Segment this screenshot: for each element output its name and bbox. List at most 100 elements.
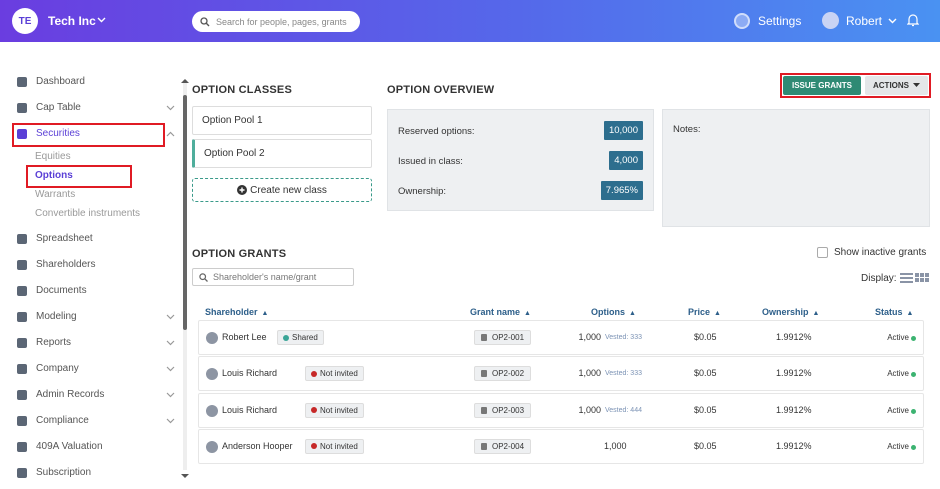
nav-item[interactable]: Subscription: [36, 467, 92, 478]
nav-subitem[interactable]: Warrants: [35, 189, 76, 200]
nav-item[interactable]: Company: [36, 363, 79, 374]
expand-chevron[interactable]: [166, 392, 175, 398]
settings-link[interactable]: Settings: [758, 14, 802, 28]
vested: Vested: 333: [605, 370, 642, 378]
company-chevron[interactable]: [97, 17, 106, 23]
option-class[interactable]: Option Pool 2: [192, 139, 372, 168]
user-avatar[interactable]: [822, 12, 839, 29]
shareholder-name: Louis Richard: [222, 368, 278, 379]
scrollbar-thumb[interactable]: [183, 95, 187, 330]
badge-label: Shared: [292, 333, 318, 342]
column-header[interactable]: Status ▲: [875, 307, 913, 317]
column-header[interactable]: Price ▲: [688, 307, 721, 317]
user-chevron[interactable]: [888, 18, 897, 24]
grant-icon: [481, 334, 487, 341]
sort-icon: ▲: [629, 310, 636, 317]
logo[interactable]: TE: [12, 8, 38, 34]
scroll-up[interactable]: [180, 78, 190, 84]
nav-subitem[interactable]: Equities: [35, 151, 71, 162]
search-placeholder: Search for people, pages, grants: [216, 16, 347, 27]
badge-dot: [311, 370, 317, 377]
grant-row[interactable]: Anderson Hooper Not invited OP2-004 1,000 $0…: [198, 428, 924, 464]
options-count: 1,000: [578, 368, 601, 379]
expand-chevron[interactable]: [166, 314, 175, 320]
bell-icon[interactable]: [907, 13, 919, 27]
column-header[interactable]: Shareholder ▲: [205, 307, 268, 317]
nav-item[interactable]: Dashboard: [36, 76, 85, 87]
column-header[interactable]: Options ▲: [591, 307, 636, 317]
column-header[interactable]: Grant name ▲: [470, 307, 531, 317]
nav-item[interactable]: Documents: [36, 285, 87, 296]
overview-value: 4,000: [609, 151, 643, 170]
create-class-label: Create new class: [250, 184, 327, 196]
nav-subitem[interactable]: Options: [35, 170, 73, 181]
nav-item[interactable]: Spreadsheet: [36, 233, 93, 244]
grant-tag[interactable]: OP2-002: [474, 366, 532, 382]
grant-row[interactable]: Robert Lee Shared OP2-001 1,000 Vested: 333 $…: [198, 320, 924, 355]
grant-tag[interactable]: OP2-001: [474, 330, 532, 345]
sort-icon: ▲: [261, 310, 269, 317]
highlight-box: [26, 165, 132, 188]
grant-name: OP2-002: [492, 369, 525, 379]
grant-row[interactable]: Louis Richard Not invited OP2-003 1,000 Vest…: [198, 392, 924, 428]
nav-item[interactable]: Compliance: [36, 415, 89, 426]
nav-item[interactable]: Cap Table: [36, 102, 81, 113]
grant-name: OP2-001: [492, 333, 525, 342]
settings-icon[interactable]: [734, 13, 750, 29]
column-header[interactable]: Ownership ▲: [762, 307, 819, 317]
grant-tag[interactable]: OP2-004: [474, 438, 532, 454]
column-label: Ownership: [762, 307, 809, 317]
nav-item[interactable]: Shareholders: [36, 259, 96, 270]
grant-search[interactable]: Shareholder's name/grant: [192, 268, 354, 286]
nav-item[interactable]: Modeling: [36, 311, 77, 322]
avatar: [206, 332, 218, 344]
status: Active: [887, 333, 909, 342]
nav-subitem[interactable]: Convertible instruments: [35, 208, 141, 219]
status-dot: [911, 336, 916, 341]
nav-item[interactable]: 409A Valuation: [36, 441, 103, 452]
expand-chevron[interactable]: [166, 105, 175, 111]
status-badge: Not invited: [305, 366, 364, 382]
overview-panel: Reserved options: 10,000 Issued in class: 4…: [387, 109, 654, 211]
expand-chevron[interactable]: [166, 340, 175, 346]
inactive-checkbox[interactable]: [817, 247, 828, 258]
nav-icon: [17, 442, 27, 452]
nav-item[interactable]: Reports: [36, 337, 72, 348]
grant-row[interactable]: Louis Richard Not invited OP2-002 1,000 Vest…: [198, 356, 924, 392]
badge-label: Not invited: [320, 369, 358, 379]
create-class-button[interactable]: Create new class: [192, 178, 372, 202]
company-name[interactable]: Tech Inc: [48, 14, 96, 28]
ownership: 1.9912%: [776, 368, 812, 379]
price: $0.05: [694, 404, 717, 415]
status: Active: [887, 369, 909, 379]
show-inactive-label[interactable]: Show inactive grants: [834, 247, 927, 258]
display-label: Display:: [861, 273, 897, 284]
grant-search-placeholder: Shareholder's name/grant: [213, 272, 317, 282]
expand-chevron[interactable]: [166, 418, 175, 424]
scroll-down[interactable]: [180, 473, 190, 479]
search-box[interactable]: Search for people, pages, grants: [192, 11, 360, 32]
nav-icon: [17, 338, 27, 348]
user-name[interactable]: Robert: [846, 14, 883, 28]
option-class[interactable]: Option Pool 1: [192, 106, 372, 135]
price: $0.05: [694, 332, 717, 342]
notes-panel: Notes:: [662, 109, 930, 227]
section-title: OPTION GRANTS: [192, 248, 287, 260]
nav-icon: [17, 234, 27, 244]
grant-tag[interactable]: OP2-003: [474, 402, 532, 418]
nav-item[interactable]: Admin Records: [36, 389, 105, 400]
overview-label: Reserved options:: [398, 126, 475, 137]
display-toggle[interactable]: [900, 272, 930, 284]
status-dot: [911, 444, 916, 450]
option-class-label: Option Pool 1: [202, 115, 263, 126]
grant-icon: [481, 406, 487, 414]
option-class-label: Option Pool 2: [204, 148, 265, 159]
overview-value: 10,000: [603, 121, 643, 140]
expand-chevron[interactable]: [166, 131, 175, 137]
expand-chevron[interactable]: [166, 366, 175, 372]
actions-button[interactable]: ACTIONS: [865, 76, 928, 95]
sort-icon: ▲: [812, 310, 820, 317]
nav-item[interactable]: Securities: [36, 128, 80, 139]
issue-grants-button[interactable]: ISSUE GRANTS: [783, 76, 861, 95]
